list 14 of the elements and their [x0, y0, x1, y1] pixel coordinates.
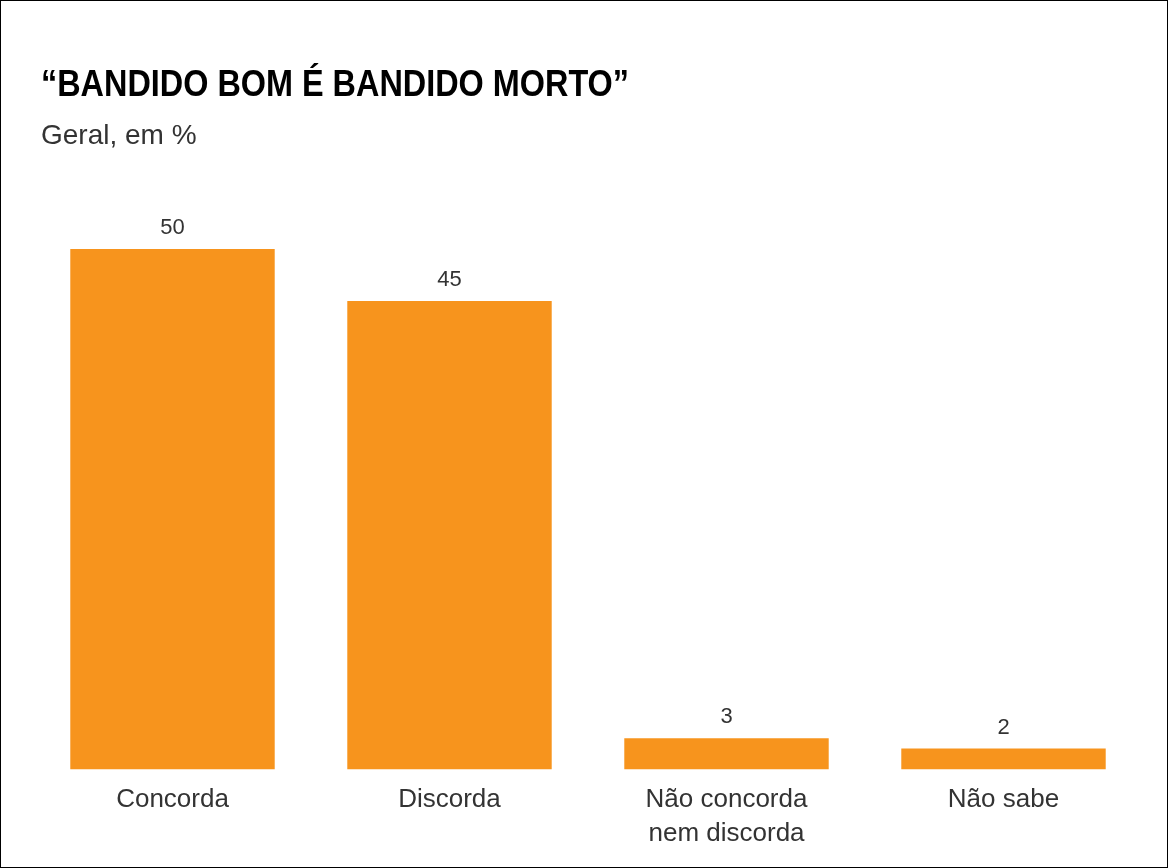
bar — [347, 301, 552, 770]
data-label: 3 — [720, 703, 733, 729]
bar — [70, 249, 275, 770]
x-tick-label: Não concorda nem discorda — [645, 783, 808, 848]
chart-subtitle: Geral, em % — [41, 119, 197, 151]
x-tick-label: Concorda — [116, 783, 230, 814]
chart-title: “BANDIDO BOM É BANDIDO MORTO” — [41, 63, 629, 105]
x-tick-label: Não sabe — [947, 783, 1060, 814]
data-label: 2 — [997, 713, 1010, 739]
bar — [624, 738, 829, 770]
data-label: 50 — [160, 214, 185, 240]
bar — [901, 748, 1106, 770]
x-tick-label: Discorda — [398, 783, 502, 814]
data-label: 45 — [437, 266, 462, 292]
